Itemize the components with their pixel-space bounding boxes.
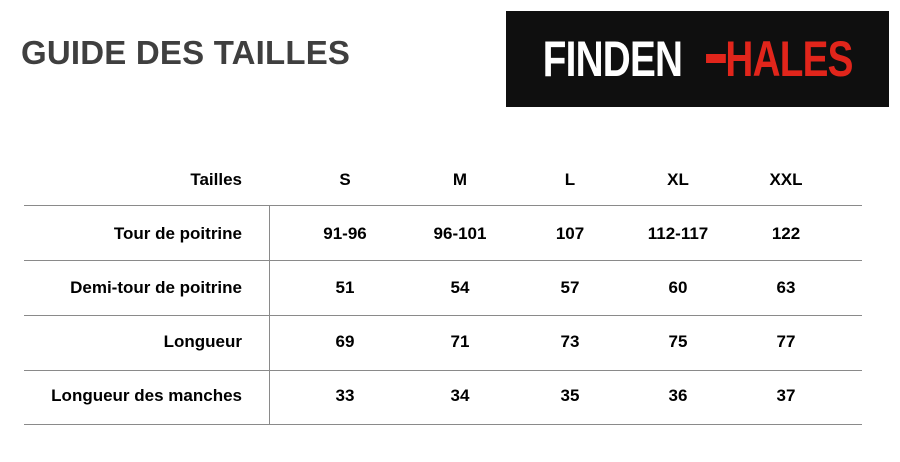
table-cell: 77 xyxy=(776,332,796,351)
size-header: XL xyxy=(667,170,689,189)
row-label: Demi-tour de poitrine xyxy=(70,278,242,297)
table-cell: 57 xyxy=(560,278,580,297)
table-cell: 37 xyxy=(776,386,796,405)
column-divider xyxy=(269,205,270,424)
table-cell: 112-117 xyxy=(647,224,709,243)
size-header: S xyxy=(339,170,351,189)
logo-text-red: HALES xyxy=(725,31,854,87)
table-cell: 36 xyxy=(668,386,688,405)
row-label: Longueur des manches xyxy=(51,386,242,405)
table-cell: 33 xyxy=(335,386,355,405)
table-cell: 60 xyxy=(668,278,688,297)
table-cell: 71 xyxy=(450,332,470,351)
table-cell: 107 xyxy=(555,224,585,243)
row-label: Tour de poitrine xyxy=(113,224,242,243)
logo-text-white: FINDEN xyxy=(542,31,683,87)
table-cell: 96-101 xyxy=(433,224,487,243)
divider xyxy=(24,315,862,316)
divider xyxy=(24,205,862,206)
table-cell: 35 xyxy=(560,386,580,405)
page-title: GUIDE DES TAILLES xyxy=(21,34,351,71)
divider xyxy=(24,424,862,425)
size-header: XXL xyxy=(769,170,803,189)
table-cell: 51 xyxy=(335,278,355,297)
brand-logo: FINDEN HALES xyxy=(506,11,889,107)
table-cell: 63 xyxy=(776,278,796,297)
logo-cross-icon xyxy=(706,41,727,77)
size-header: L xyxy=(564,170,576,189)
table-cell: 91-96 xyxy=(323,224,367,243)
table-cell: 34 xyxy=(450,386,470,405)
table-cell: 75 xyxy=(668,332,688,351)
header-label: Tailles xyxy=(190,170,242,189)
divider xyxy=(24,370,862,371)
row-label: Longueur xyxy=(163,332,242,351)
size-header: M xyxy=(452,170,468,189)
table-cell: 69 xyxy=(335,332,355,351)
table-cell: 73 xyxy=(560,332,580,351)
table-cell: 122 xyxy=(771,224,801,243)
table-cell: 54 xyxy=(450,278,470,297)
divider xyxy=(24,260,862,261)
